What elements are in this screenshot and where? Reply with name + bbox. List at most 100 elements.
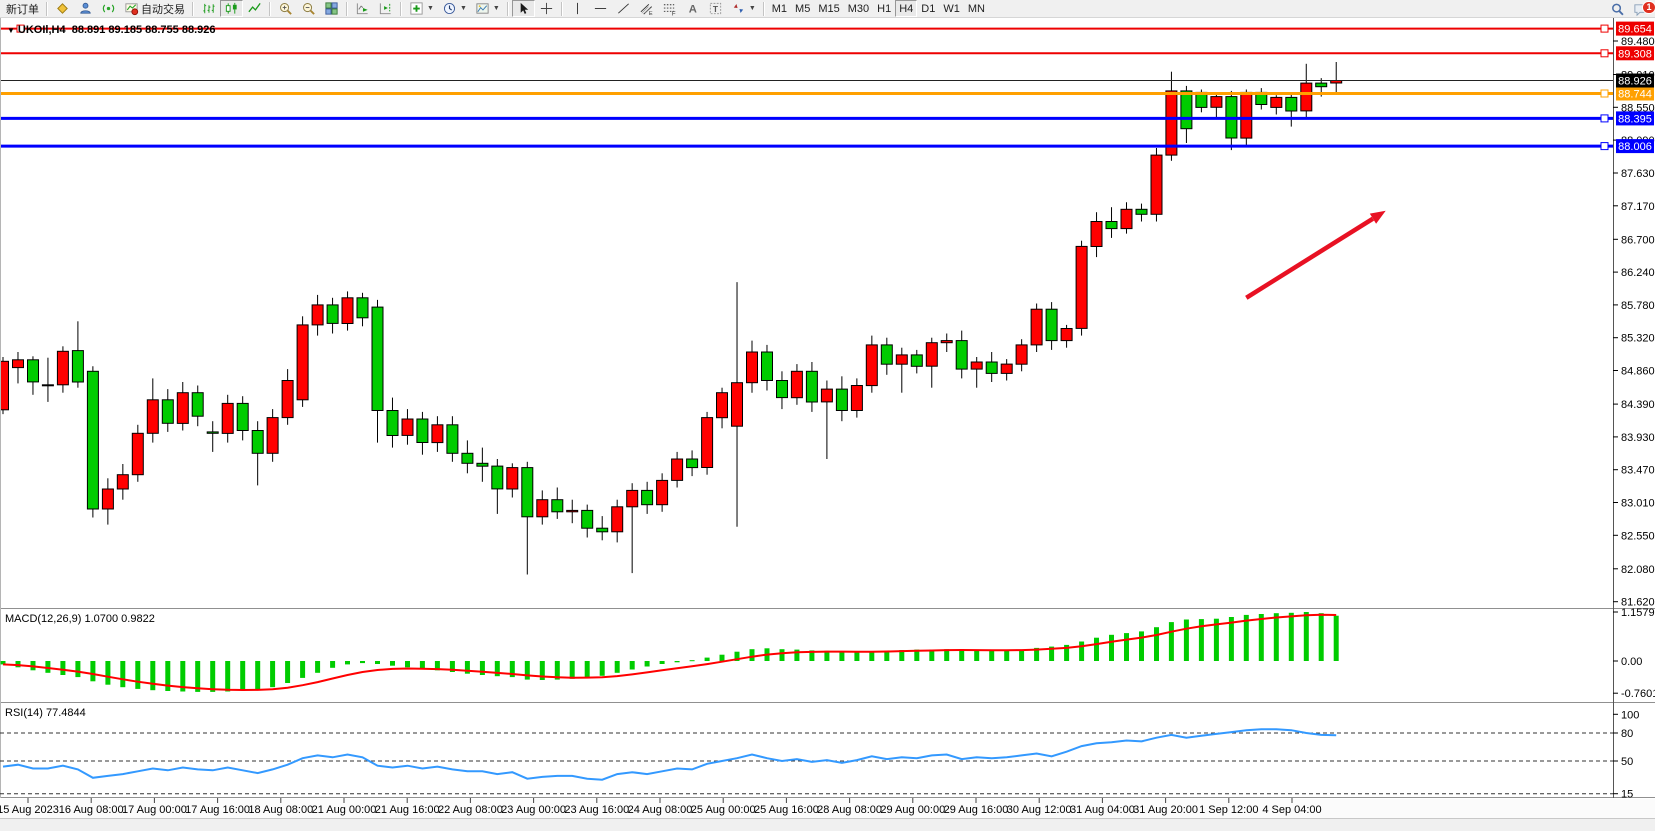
bars-icon	[201, 1, 216, 16]
toolbar-separator	[400, 2, 402, 16]
chart-shift-button[interactable]	[374, 0, 397, 17]
macd-label: MACD(12,26,9) 1.0700 0.9822	[5, 613, 155, 625]
tf-mn-button[interactable]: MN	[964, 0, 989, 17]
tf-m30-button-label: M30	[848, 3, 869, 15]
svg-text:89.480: 89.480	[1621, 36, 1655, 48]
crosshair-button[interactable]	[535, 0, 558, 17]
tile-icon	[324, 1, 339, 16]
toolbar-separator	[346, 2, 348, 16]
signals-button[interactable]	[97, 0, 120, 17]
community-button[interactable]	[74, 0, 97, 17]
fibo-icon: F	[662, 1, 677, 16]
svg-text:18 Aug 08:00: 18 Aug 08:00	[248, 804, 313, 816]
periods-button[interactable]: ▼	[438, 0, 471, 17]
horizontal-line-button[interactable]	[589, 0, 612, 17]
svg-text:22 Aug 08:00: 22 Aug 08:00	[438, 804, 503, 816]
zoomout-icon	[301, 1, 316, 16]
autotrading-icon	[124, 1, 139, 16]
crosshair-icon	[539, 1, 554, 16]
autotrading-button[interactable]: 自动交易	[120, 0, 189, 17]
svg-text:29 Aug 16:00: 29 Aug 16:00	[944, 804, 1009, 816]
svg-text:88.006: 88.006	[1618, 141, 1652, 153]
svg-text:29 Aug 00:00: 29 Aug 00:00	[880, 804, 945, 816]
svg-text:25 Aug 00:00: 25 Aug 00:00	[691, 804, 756, 816]
community-icon	[78, 1, 93, 16]
channel-button[interactable]: E	[635, 0, 658, 17]
toolbar-separator	[192, 2, 194, 16]
svg-text:F: F	[672, 11, 676, 16]
svg-text:4 Sep 04:00: 4 Sep 04:00	[1262, 804, 1321, 816]
tf-m1-button[interactable]: M1	[768, 0, 791, 17]
svg-text:T: T	[713, 4, 719, 14]
hline-handle	[1601, 143, 1608, 150]
zoom-in-button[interactable]	[274, 0, 297, 17]
template-icon	[475, 1, 490, 16]
trendline-icon	[616, 1, 631, 16]
tf-mn-button-label: MN	[968, 3, 985, 15]
text-button[interactable]: A	[681, 0, 704, 17]
svg-text:87.630: 87.630	[1621, 168, 1655, 180]
svg-text:1 Sep 12:00: 1 Sep 12:00	[1199, 804, 1258, 816]
svg-text:23 Aug 00:00: 23 Aug 00:00	[501, 804, 566, 816]
arrows-button[interactable]: ▼	[727, 0, 760, 17]
tf-m5-button[interactable]: M5	[791, 0, 814, 17]
symbol-dropdown-icon[interactable]: ▼	[7, 26, 15, 35]
tf-m15-button-label: M15	[818, 3, 839, 15]
svg-text:1.1579: 1.1579	[1621, 607, 1655, 619]
trendline-button[interactable]	[612, 0, 635, 17]
tf-m15-button[interactable]: M15	[814, 0, 843, 17]
svg-text:24 Aug 08:00: 24 Aug 08:00	[628, 804, 693, 816]
clock-icon	[442, 1, 457, 16]
svg-text:82.550: 82.550	[1621, 530, 1655, 542]
candlestick-chart-button[interactable]	[220, 0, 243, 17]
svg-text:16 Aug 08:00: 16 Aug 08:00	[59, 804, 124, 816]
vertical-line-button[interactable]	[566, 0, 589, 17]
notifications-button[interactable]: 1	[1629, 1, 1652, 18]
toolbar-separator	[269, 2, 271, 16]
auto-scroll-button[interactable]	[351, 0, 374, 17]
zoomin-icon	[278, 1, 293, 16]
svg-text:21 Aug 00:00: 21 Aug 00:00	[312, 804, 377, 816]
line-chart-button[interactable]	[243, 0, 266, 17]
svg-text:82.080: 82.080	[1621, 564, 1655, 576]
chart-canvas[interactable]: 89.48089.01088.55088.09087.63087.17086.7…	[0, 18, 1655, 818]
fibonacci-button[interactable]: F	[658, 0, 681, 17]
svg-text:17 Aug 16:00: 17 Aug 16:00	[185, 804, 250, 816]
svg-text:83.010: 83.010	[1621, 498, 1655, 510]
tf-h4-button-label: H4	[899, 3, 913, 15]
bar-chart-button[interactable]	[197, 0, 220, 17]
candles-icon	[224, 1, 239, 16]
toolbar-separator	[561, 2, 563, 16]
indicators-icon	[409, 1, 424, 16]
zoom-out-button[interactable]	[297, 0, 320, 17]
svg-text:A: A	[689, 4, 697, 16]
indicators-button[interactable]: ▼	[405, 0, 438, 17]
tf-h1-button-label: H1	[877, 3, 891, 15]
cursor-button[interactable]	[512, 0, 535, 17]
svg-text:80: 80	[1621, 728, 1633, 740]
tf-d1-button[interactable]: D1	[917, 0, 939, 17]
hline-handle	[1601, 50, 1608, 57]
hline-handle	[1601, 115, 1608, 122]
tf-m30-button[interactable]: M30	[844, 0, 873, 17]
metaeditor-button[interactable]	[51, 0, 74, 17]
chartshift-icon	[378, 1, 393, 16]
tf-d1-button-label: D1	[921, 3, 935, 15]
tf-h4-button[interactable]: H4	[895, 0, 917, 17]
label-button[interactable]: T	[704, 0, 727, 17]
search-button[interactable]	[1606, 1, 1629, 18]
tf-h1-button[interactable]: H1	[873, 0, 895, 17]
tf-w1-button[interactable]: W1	[939, 0, 964, 17]
svg-text:83.470: 83.470	[1621, 465, 1655, 477]
svg-text:88.744: 88.744	[1618, 89, 1652, 101]
svg-text:84.390: 84.390	[1621, 399, 1655, 411]
new-order-button[interactable]: 新订单	[2, 0, 43, 17]
chart-title-symbol: UKOIl,H4	[18, 24, 66, 36]
dropdown-arrow-icon: ▼	[493, 5, 500, 12]
templates-button[interactable]: ▼	[471, 0, 504, 17]
svg-text:-0.7601: -0.7601	[1621, 688, 1655, 700]
tile-windows-button[interactable]	[320, 0, 343, 17]
svg-text:30 Aug 12:00: 30 Aug 12:00	[1007, 804, 1072, 816]
svg-text:E: E	[649, 11, 653, 16]
